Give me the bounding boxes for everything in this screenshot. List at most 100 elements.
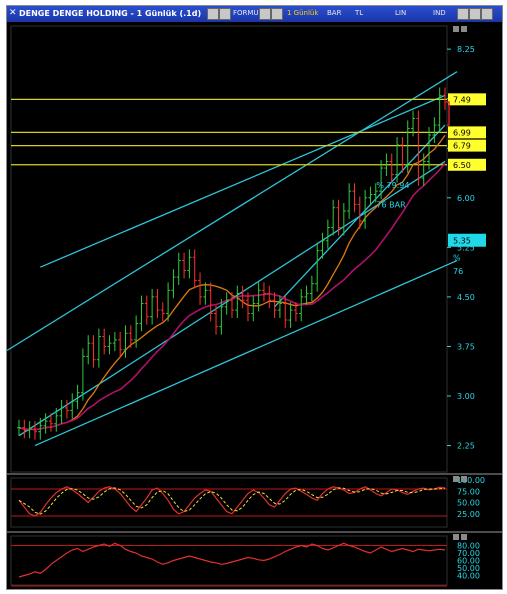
price-bar	[352, 183, 357, 213]
price-bar	[347, 183, 352, 219]
price-bar	[176, 252, 181, 286]
price-bar	[411, 110, 416, 137]
price-bar	[107, 335, 112, 355]
tl-button[interactable]: TL	[355, 9, 364, 17]
price-bar	[261, 282, 266, 302]
price-bar	[27, 421, 32, 439]
price-bar	[325, 219, 330, 249]
price-bar	[400, 137, 405, 173]
osc1-panel	[10, 477, 448, 528]
draw-tool-icon[interactable]	[259, 8, 271, 20]
price-bar	[251, 295, 256, 322]
window-title: DENGE DENGE HOLDING - 1 Günlük (.1d)	[19, 9, 202, 18]
price-bar	[64, 399, 69, 419]
osc2-panel	[10, 535, 448, 586]
level-label: 6.50	[453, 161, 471, 170]
level-label-bg	[448, 126, 486, 139]
annotation-bars: 76 BAR	[376, 201, 406, 210]
price-bar	[283, 295, 288, 328]
y-tick-label: 4.50	[457, 293, 475, 302]
price-bar	[192, 249, 197, 289]
y-tick-label: 3.00	[457, 392, 475, 401]
level-label: 6.99	[453, 128, 471, 137]
price-bar	[437, 87, 442, 134]
panel-button	[453, 534, 459, 540]
print-icon[interactable]	[219, 8, 231, 20]
price-bar	[54, 407, 59, 432]
price-bar	[224, 292, 229, 315]
ind-button[interactable]: IND	[433, 9, 446, 17]
save-icon[interactable]	[207, 8, 219, 20]
annotation-percent: % 79.94	[376, 181, 409, 190]
osc1-line	[18, 486, 446, 517]
osc2-line	[18, 542, 446, 578]
level-label: 6.79	[453, 142, 471, 151]
panel-button	[461, 26, 467, 32]
price-bar	[198, 272, 203, 305]
price-bar	[203, 282, 208, 305]
lin-button[interactable]: LIN	[395, 9, 407, 17]
price-bar	[155, 288, 160, 319]
price-bar	[102, 328, 107, 355]
price-bar	[336, 199, 341, 236]
price-bar	[256, 282, 261, 312]
y-tick-label: 2.25	[457, 442, 475, 451]
price-bar	[80, 348, 85, 401]
y-tick-label: 5.25	[457, 243, 475, 252]
close-window-icon[interactable]	[481, 8, 493, 20]
panel-button	[461, 534, 467, 540]
channel-line	[7, 71, 458, 352]
price-bar	[421, 153, 426, 186]
right-note: %	[453, 254, 461, 263]
title-bar: ✕ DENGE DENGE HOLDING - 1 Günlük (.1d) F…	[7, 6, 502, 22]
panel-button	[461, 476, 467, 482]
main-panel	[10, 25, 448, 473]
settings-icon[interactable]	[457, 8, 469, 20]
formula-button[interactable]: FORMUL	[233, 9, 263, 17]
close-icon[interactable]: ✕	[9, 8, 17, 18]
chart-window: ✕ DENGE DENGE HOLDING - 1 Günlük (.1d) F…	[6, 5, 503, 590]
price-bar	[341, 203, 346, 236]
level-label-bg	[448, 139, 486, 152]
osc1-tick-label: 50.00	[457, 499, 480, 508]
minimize-icon[interactable]	[469, 8, 481, 20]
y-tick-label: 6.00	[457, 194, 475, 203]
price-bar	[70, 393, 75, 419]
price-bar	[91, 335, 96, 368]
price-bar	[368, 186, 373, 206]
period-button[interactable]: 1 Günlük	[287, 9, 319, 17]
price-bar	[416, 110, 421, 186]
price-bar	[299, 288, 304, 322]
price-bar	[235, 285, 240, 319]
price-bar	[373, 183, 378, 203]
price-bar	[427, 127, 432, 170]
bar-button[interactable]: BAR	[327, 9, 342, 17]
panel-button	[453, 26, 459, 32]
price-bar	[245, 292, 250, 322]
price-bar	[384, 153, 389, 176]
price-bar	[230, 292, 234, 319]
level-label-bg	[448, 93, 486, 106]
price-bar	[357, 196, 362, 229]
price-bar	[182, 252, 187, 279]
price-bar	[150, 288, 155, 325]
price-bar	[144, 295, 149, 325]
right-note: 76	[453, 267, 463, 276]
price-bar	[363, 189, 368, 229]
chart-canvas[interactable]: 8.257.506.756.005.254.503.753.002.257.49…	[7, 22, 502, 589]
price-bar	[309, 275, 314, 302]
price-bar	[277, 295, 282, 319]
price-bar	[395, 137, 400, 183]
price-bar	[139, 295, 144, 332]
osc2-tick-label: 80.00	[457, 542, 480, 551]
channel-line	[34, 259, 458, 447]
price-bar	[38, 417, 43, 440]
price-bar	[22, 419, 27, 439]
price-bar	[160, 302, 165, 322]
zoom-icon[interactable]	[271, 8, 283, 20]
price-bar	[379, 160, 384, 200]
price-bar	[128, 325, 133, 348]
price-bar	[293, 302, 298, 322]
price-bar	[315, 242, 320, 292]
price-bar	[96, 328, 101, 368]
